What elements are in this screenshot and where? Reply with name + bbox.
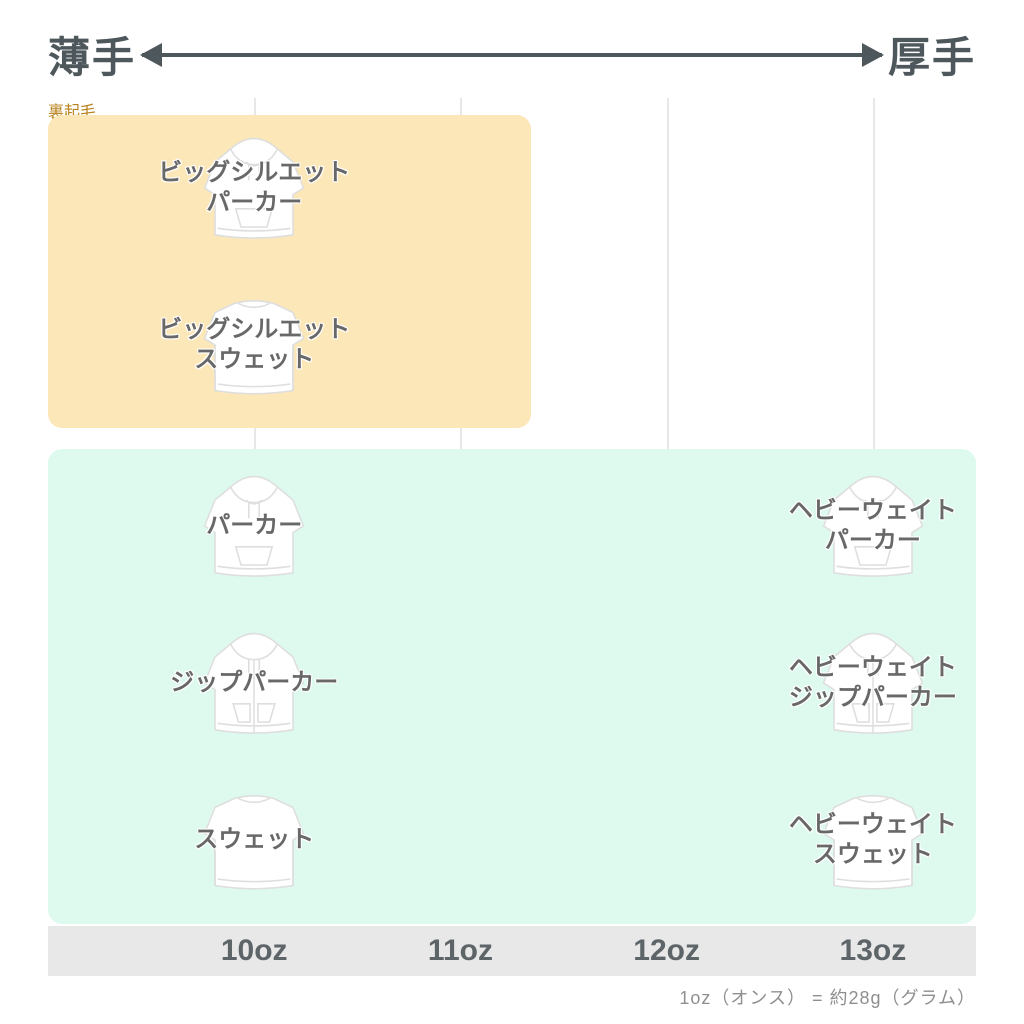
product-big-hoodie: ビッグシルエット パーカー [154,123,354,253]
footnote: 1oz（オンス） = 約28g（グラム） [679,984,976,1010]
product-big-sweat: ビッグシルエット スウェット [154,280,354,410]
product-hw-zip-hoodie: ヘビーウェイト ジップパーカー [773,618,973,748]
product-label: ビッグシルエット パーカー [158,158,350,218]
product-zip-hoodie: ジップパーカー [154,618,354,748]
axis-tick: 11oz [428,934,493,968]
header-left-label: 薄手 [48,24,136,85]
chart-area: 裏起毛裏パイルビッグシルエット パーカービッグシルエット スウェットパーカージッ… [48,98,976,924]
product-hw-sweat: ヘビーウェイト スウェット [773,775,973,905]
product-label: スウェット [194,825,314,855]
product-label: ヘビーウェイト パーカー [789,496,957,556]
header-right-label: 厚手 [888,24,976,85]
product-label: ジップパーカー [170,668,338,698]
product-label: ヘビーウェイト スウェット [789,810,957,870]
axis-tick: 12oz [633,934,700,968]
axis-tick: 13oz [840,934,907,968]
product-label: ビッグシルエット スウェット [158,315,350,375]
product-label: パーカー [206,511,302,541]
weight-axis: 10oz 11oz 12oz 13oz [48,926,976,976]
product-hw-hoodie: ヘビーウェイト パーカー [773,461,973,591]
product-hoodie: パーカー [154,461,354,591]
product-label: ヘビーウェイト ジップパーカー [789,653,957,713]
product-sweat: スウェット [154,775,354,905]
thickness-header: 薄手 厚手 [48,24,976,85]
axis-tick: 10oz [221,934,288,968]
double-arrow-icon [142,53,882,57]
